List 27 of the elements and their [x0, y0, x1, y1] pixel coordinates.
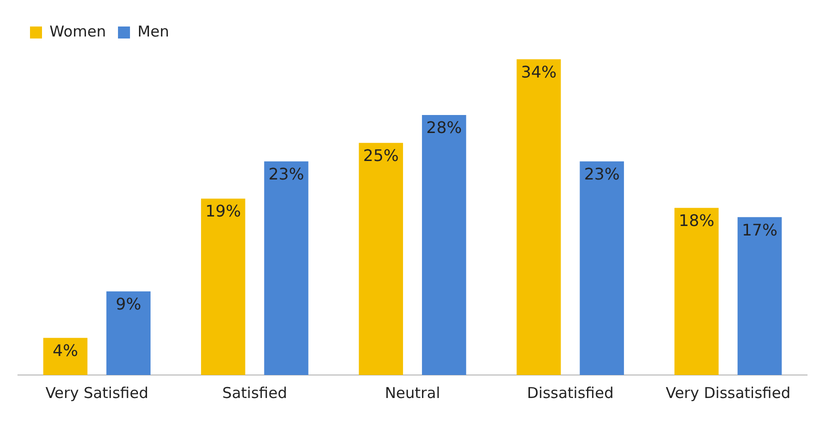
- x-tick-label: Very Satisfied: [45, 384, 148, 402]
- legend-label: Men: [137, 22, 170, 40]
- bar: [43, 338, 88, 375]
- bar: [201, 198, 246, 375]
- data-label: 23%: [584, 164, 620, 184]
- bar: [106, 291, 151, 375]
- bar: [358, 142, 404, 375]
- bar: [674, 208, 719, 375]
- data-label: 28%: [426, 118, 462, 138]
- data-label: 4%: [52, 341, 78, 360]
- bar: [580, 161, 624, 375]
- bar: [516, 59, 561, 375]
- legend-label: Women: [50, 22, 106, 40]
- bar: [422, 115, 466, 375]
- x-tick-label: Satisfied: [222, 384, 288, 402]
- data-label: 19%: [205, 202, 241, 221]
- data-label: 23%: [268, 164, 304, 184]
- data-label: 17%: [742, 220, 778, 240]
- bar: [738, 217, 782, 375]
- x-tick-label: Dissatisfied: [526, 384, 614, 402]
- data-label: 18%: [678, 211, 714, 230]
- data-label: 9%: [116, 294, 142, 314]
- x-tick-label: Very Dissatisfied: [666, 384, 790, 402]
- data-label: 25%: [363, 146, 399, 166]
- bar: [264, 161, 308, 375]
- data-label: 34%: [520, 62, 557, 82]
- x-tick-label: Neutral: [384, 384, 440, 402]
